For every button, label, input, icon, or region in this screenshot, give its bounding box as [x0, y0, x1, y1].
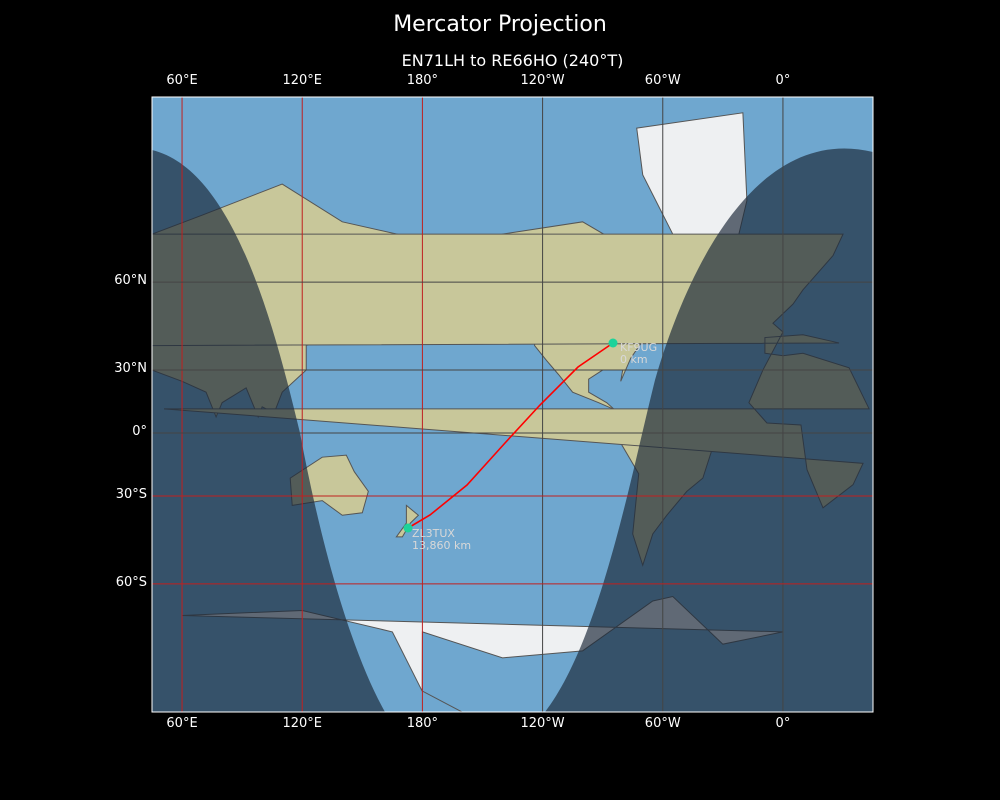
night-shade-east [545, 148, 873, 712]
lon-tick-bottom: 120°W [520, 716, 565, 731]
station-distance: 0 km [620, 353, 648, 366]
new-zealand [395, 504, 420, 538]
lon-tick-top: 60°W [644, 73, 681, 88]
figure-title: Mercator Projection [393, 12, 607, 37]
lon-tick-top: 120°E [282, 73, 322, 88]
great-circle-path [407, 342, 614, 529]
night-shade-west [152, 150, 385, 712]
lat-tick: 60°N [114, 273, 147, 289]
lat-tick: 30°S [115, 486, 147, 502]
lon-tick-top: 60°E [166, 73, 198, 88]
station-call: ZL3TUX [412, 527, 455, 540]
station-marker [608, 338, 618, 348]
lon-tick-bottom: 60°E [166, 716, 198, 731]
lat-tick: 60°S [115, 574, 147, 590]
lon-tick-bottom: 120°E [282, 716, 322, 731]
lat-tick: 30°N [114, 361, 147, 377]
lon-tick-top: 120°W [520, 73, 565, 88]
station-distance: 13,860 km [412, 539, 472, 552]
map-subtitle: EN71LH to RE66HO (240°T) [401, 51, 624, 70]
map-frame [151, 96, 874, 713]
lon-tick-bottom: 0° [775, 716, 791, 731]
station-marker [403, 523, 413, 533]
lon-tick-bottom: 180° [406, 716, 439, 731]
lat-tick: 0° [132, 424, 147, 439]
station-call: KF9UG [620, 341, 658, 354]
lon-tick-top: 0° [775, 73, 791, 88]
antarctica-east [422, 690, 463, 712]
lon-tick-bottom: 60°W [644, 716, 681, 731]
lon-tick-top: 180° [406, 73, 439, 88]
